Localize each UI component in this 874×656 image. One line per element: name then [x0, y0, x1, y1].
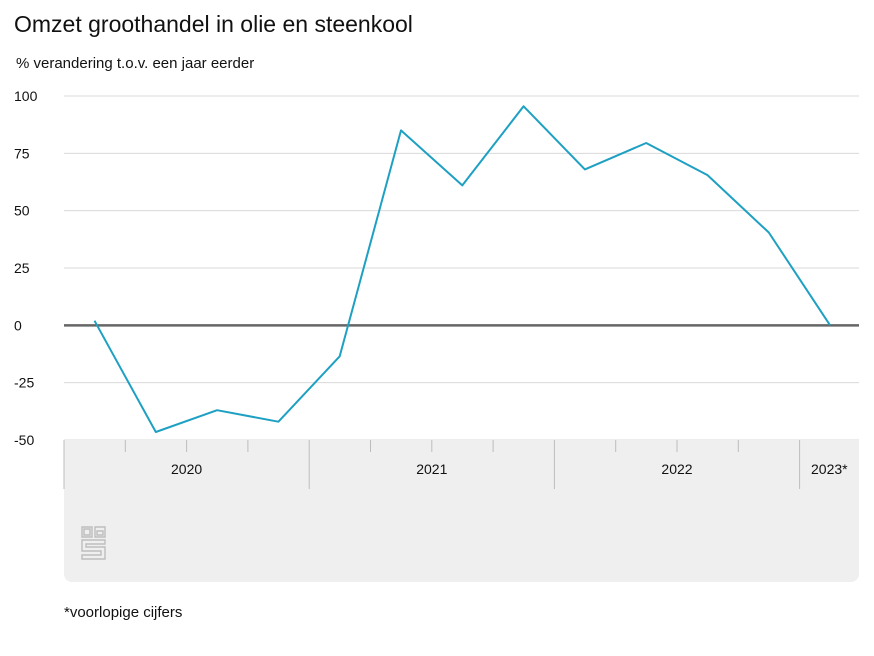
- x-axis-band: [64, 440, 859, 582]
- y-tick-label: 25: [14, 260, 30, 276]
- grid-lines: [64, 95, 859, 441]
- footnote: *voorlopige cijfers: [64, 604, 183, 621]
- chart-subtitle: % verandering t.o.v. een jaar eerder: [16, 55, 255, 72]
- y-tick-label: 100: [14, 88, 38, 104]
- line-chart: 100 75 50 25 0 -25 -50 2020 2021 2022 2023*: [14, 88, 859, 582]
- y-tick-label: -50: [14, 432, 34, 448]
- chart-title: Omzet groothandel in olie en steenkool: [14, 11, 413, 37]
- x-year-label: 2022: [661, 461, 692, 477]
- x-axis-ticks: [63, 440, 801, 489]
- y-tick-label: 75: [14, 145, 30, 161]
- y-tick-label: 50: [14, 203, 30, 219]
- y-tick-label: -25: [14, 375, 34, 391]
- y-tick-label: 0: [14, 317, 22, 333]
- x-year-label: 2020: [171, 461, 202, 477]
- x-year-label: 2023*: [811, 461, 848, 477]
- x-axis-year-labels: 2020 2021 2022 2023*: [171, 461, 848, 477]
- y-axis-ticks: 100 75 50 25 0 -25 -50: [14, 88, 38, 448]
- series-line: [93, 105, 831, 433]
- cbs-logo-icon: [81, 526, 106, 560]
- x-year-label: 2021: [416, 461, 447, 477]
- series-lines: [93, 105, 831, 433]
